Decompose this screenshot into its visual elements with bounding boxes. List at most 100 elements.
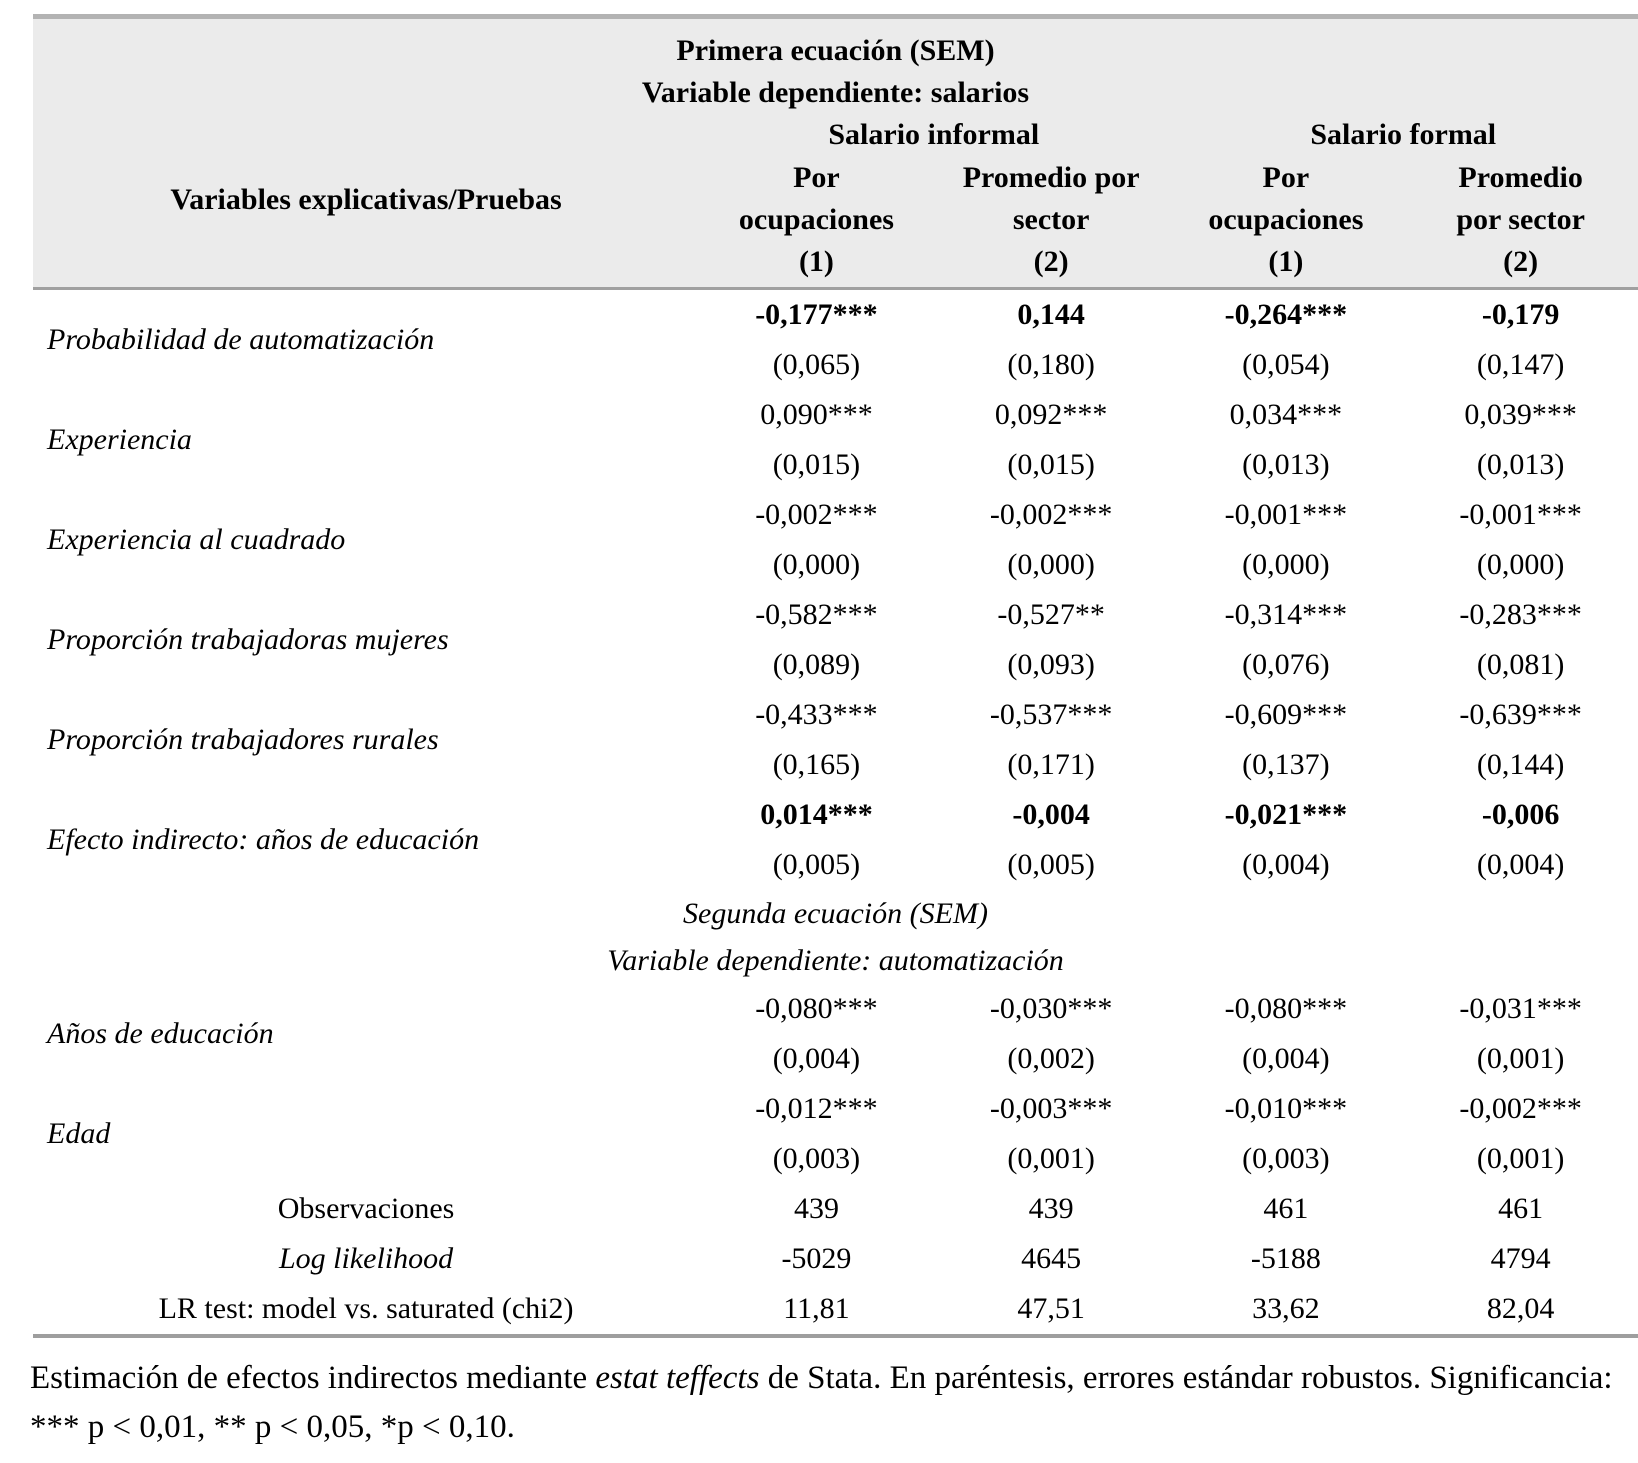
se-cell: (0,004) [772, 1042, 861, 1075]
coef-cell: -0,527** [997, 598, 1105, 631]
subheader-col2: Promedio por sector (2) [933, 157, 1169, 290]
coef-cell: 0,034*** [1229, 398, 1343, 431]
coef-cell: -0,012*** [755, 1092, 878, 1125]
coef-cell: -0,010*** [1224, 1092, 1348, 1125]
stat-value: 11,81 [783, 1292, 850, 1325]
row-label: Proporción trabajadoras mujeres [47, 623, 449, 656]
stat-value: -5188 [1250, 1242, 1321, 1275]
table-row-se: (0,005) (0,005) (0,004) (0,004) [33, 840, 1638, 890]
se-cell: (0,000) [772, 548, 861, 581]
title-row: Primera ecuación (SEM) Variable dependie… [33, 16, 1638, 113]
se-cell: (0,015) [1007, 448, 1095, 481]
coef-cell: -0,179 [1481, 298, 1560, 331]
se-cell: (0,180) [1007, 348, 1095, 381]
coef-cell: -0,002*** [1459, 1092, 1582, 1125]
coef-cell: 0,144 [1017, 298, 1085, 331]
subheader-col3: Por ocupaciones (1) [1168, 157, 1404, 290]
table-row-se: (0,000) (0,000) (0,000) (0,000) [33, 540, 1638, 590]
se-cell: (0,001) [1476, 1142, 1565, 1175]
se-cell: (0,076) [1242, 648, 1330, 681]
group-header-row: Variables explicativas/Pruebas Salario i… [33, 113, 1638, 290]
table-row-se: (0,004) (0,002) (0,004) (0,001) [33, 1034, 1638, 1084]
row-label: Proporción trabajadores rurales [47, 723, 439, 756]
table-row: Proporción trabajadores rurales -0,433**… [33, 690, 1638, 756]
se-cell: (0,005) [772, 848, 861, 881]
stat-value: 439 [793, 1192, 839, 1225]
section-header-row: Segunda ecuación (SEM) Variable dependie… [33, 890, 1638, 984]
table-row: Experiencia al cuadrado -0,002*** -0,002… [33, 490, 1638, 556]
se-cell: (0,081) [1476, 648, 1565, 681]
coef-cell: -0,031*** [1459, 992, 1582, 1025]
table-row-se: (0,065) (0,180) (0,054) (0,147) [33, 340, 1638, 390]
table-row: Proporción trabajadoras mujeres -0,582**… [33, 590, 1638, 656]
coef-cell: 0,092*** [994, 398, 1108, 431]
subheader-col1: Por ocupaciones (1) [699, 157, 934, 290]
table-row: Efecto indirecto: años de educación 0,01… [33, 790, 1638, 856]
coef-cell: 0,014*** [760, 798, 873, 831]
se-cell: (0,004) [1242, 848, 1330, 881]
note-text-part1: Estimación de efectos indirectos mediant… [30, 1360, 596, 1396]
se-cell: (0,000) [1476, 548, 1565, 581]
stat-row: Observaciones 439 439 461 461 [33, 1184, 1638, 1234]
se-cell: (0,137) [1242, 748, 1330, 781]
section-header: Segunda ecuación (SEM) Variable dependie… [33, 890, 1638, 984]
results-table: Primera ecuación (SEM) Variable dependie… [33, 14, 1638, 1338]
se-cell: (0,089) [772, 648, 861, 681]
coef-cell: -0,582*** [755, 598, 878, 631]
subheader-col4: Promedio por sector (2) [1403, 157, 1638, 290]
stat-value: 47,51 [1017, 1292, 1085, 1325]
note-text-part2: de Stata. En paréntesis, errores estánda… [30, 1360, 1613, 1445]
coef-cell: -0,264*** [1224, 298, 1348, 331]
se-cell: (0,003) [772, 1142, 861, 1175]
coef-cell: -0,609*** [1224, 698, 1348, 731]
table-body: Probabilidad de automatización -0,177***… [33, 289, 1638, 1337]
table-row-se: (0,089) (0,093) (0,076) (0,081) [33, 640, 1638, 690]
stat-value: 82,04 [1486, 1292, 1555, 1325]
row-label: Edad [47, 1117, 111, 1150]
stat-value: -5029 [781, 1242, 852, 1275]
se-cell: (0,000) [1242, 548, 1330, 581]
group-header-salario-formal: Salario formal [1168, 113, 1638, 157]
section-line-2: Variable dependiente: automatización [607, 944, 1064, 977]
coef-cell: -0,021*** [1224, 798, 1348, 831]
se-cell: (0,001) [1007, 1142, 1095, 1175]
title-line-1: Primera ecuación (SEM) [676, 34, 995, 67]
se-cell: (0,171) [1007, 748, 1095, 781]
group-header-salario-informal: Salario informal [699, 113, 1169, 157]
coef-cell: -0,002*** [755, 498, 878, 531]
section-line-1: Segunda ecuación (SEM) [683, 897, 988, 930]
se-cell: (0,015) [772, 448, 861, 481]
table-row: Años de educación -0,080*** -0,030*** -0… [33, 984, 1638, 1050]
se-cell: (0,004) [1242, 1042, 1330, 1075]
stat-row: Log likelihood -5029 4645 -5188 4794 [33, 1234, 1638, 1284]
coef-cell: -0,006 [1481, 798, 1560, 831]
se-cell: (0,147) [1476, 348, 1565, 381]
coef-cell: -0,433*** [755, 698, 878, 731]
stat-label: LR test: model vs. saturated (chi2) [158, 1292, 574, 1325]
row-label: Años de educación [47, 1017, 274, 1050]
stat-label: Log likelihood [278, 1242, 454, 1275]
stat-value: 4645 [1021, 1242, 1082, 1275]
se-cell: (0,093) [1007, 648, 1095, 681]
se-cell: (0,003) [1242, 1142, 1330, 1175]
table-note: Estimación de efectos indirectos mediant… [30, 1354, 1622, 1452]
coef-cell: -0,177*** [755, 298, 878, 331]
se-cell: (0,000) [1007, 548, 1095, 581]
coef-cell: -0,639*** [1459, 698, 1582, 731]
coef-cell: -0,003*** [989, 1092, 1113, 1125]
coef-cell: -0,001*** [1224, 498, 1348, 531]
se-cell: (0,013) [1242, 448, 1330, 481]
se-cell: (0,144) [1476, 748, 1565, 781]
stat-value: 461 [1498, 1192, 1544, 1225]
table-header: Primera ecuación (SEM) Variable dependie… [33, 16, 1638, 290]
se-cell: (0,013) [1476, 448, 1565, 481]
se-cell: (0,005) [1007, 848, 1095, 881]
se-cell: (0,001) [1476, 1042, 1565, 1075]
stat-value: 439 [1028, 1192, 1074, 1225]
row-label: Probabilidad de automatización [47, 323, 435, 356]
stat-label: Observaciones [277, 1192, 455, 1225]
coef-cell: -0,314*** [1224, 598, 1348, 631]
table-row: Probabilidad de automatización -0,177***… [33, 289, 1638, 356]
coef-cell: -0,004 [1012, 798, 1090, 831]
